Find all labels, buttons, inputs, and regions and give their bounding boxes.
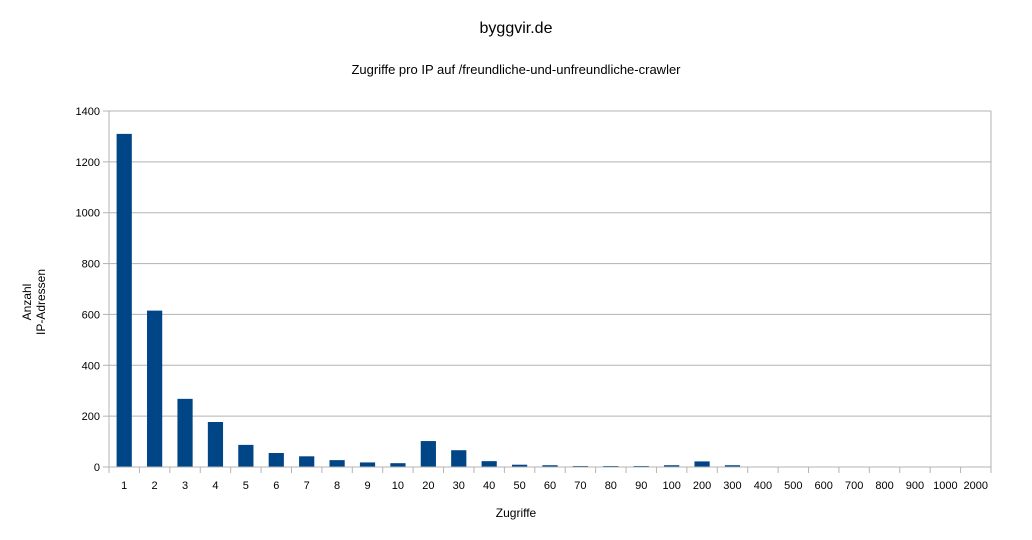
chart-subtitle: Zugriffe pro IP auf /freundliche-und-unf… xyxy=(351,62,681,77)
x-tick-label: 600 xyxy=(815,480,833,492)
bar xyxy=(177,398,193,467)
bar xyxy=(724,465,741,467)
x-tick-label: 40 xyxy=(483,480,495,492)
x-tick-label: 2 xyxy=(152,480,158,492)
x-tick-label: 500 xyxy=(784,480,802,492)
bar xyxy=(572,465,589,467)
x-tick-label: 200 xyxy=(693,480,711,492)
bar xyxy=(359,462,376,467)
x-tick-label: 50 xyxy=(513,480,525,492)
x-tick-label: 3 xyxy=(182,480,188,492)
bar xyxy=(694,461,710,467)
bar xyxy=(451,450,467,467)
bar xyxy=(481,461,497,467)
bar xyxy=(542,465,558,467)
bar xyxy=(299,456,315,467)
bar xyxy=(664,465,680,467)
x-tick-label: 100 xyxy=(662,480,680,492)
x-tick-label: 90 xyxy=(635,480,647,492)
bar xyxy=(420,441,436,467)
bar xyxy=(633,465,649,467)
bar xyxy=(329,460,345,467)
y-tick-label: 400 xyxy=(82,360,100,372)
y-tick-label: 1000 xyxy=(76,208,100,220)
bar xyxy=(207,421,224,467)
x-tick-label: 60 xyxy=(544,480,556,492)
x-tick-label: 700 xyxy=(845,480,863,492)
chart-title: byggvir.de xyxy=(479,20,553,37)
x-tick-label: 900 xyxy=(906,480,924,492)
bar xyxy=(268,453,284,467)
y-tick-label: 600 xyxy=(82,309,100,321)
bar xyxy=(511,464,528,467)
bar xyxy=(147,310,163,467)
x-tick-label: 9 xyxy=(364,480,370,492)
x-tick-label: 7 xyxy=(304,480,310,492)
x-tick-label: 800 xyxy=(875,480,893,492)
x-tick-label: 300 xyxy=(723,480,741,492)
x-tick-label: 1000 xyxy=(933,480,957,492)
y-tick-label: 800 xyxy=(82,259,100,271)
x-tick-label: 400 xyxy=(754,480,772,492)
x-tick-label: 30 xyxy=(453,480,465,492)
x-tick-label: 10 xyxy=(392,480,404,492)
x-tick-label: 70 xyxy=(574,480,586,492)
x-tick-label: 20 xyxy=(422,480,434,492)
x-tick-label: 5 xyxy=(243,480,249,492)
x-tick-label: 80 xyxy=(605,480,617,492)
y-tick-label: 0 xyxy=(94,462,100,474)
x-axis-label: Zugriffe xyxy=(495,506,537,520)
x-tick-label: 2000 xyxy=(964,480,988,492)
bar xyxy=(116,133,132,467)
x-tick-label: 8 xyxy=(334,480,340,492)
x-tick-label: 1 xyxy=(121,480,127,492)
bar xyxy=(390,463,406,467)
x-tick-label: 4 xyxy=(212,480,218,492)
x-tick-label: 6 xyxy=(273,480,279,492)
bar xyxy=(603,465,619,467)
y-tick-label: 1400 xyxy=(76,106,100,118)
y-tick-label: 200 xyxy=(82,411,100,423)
y-tick-label: 1200 xyxy=(76,157,100,169)
bar xyxy=(238,444,254,467)
